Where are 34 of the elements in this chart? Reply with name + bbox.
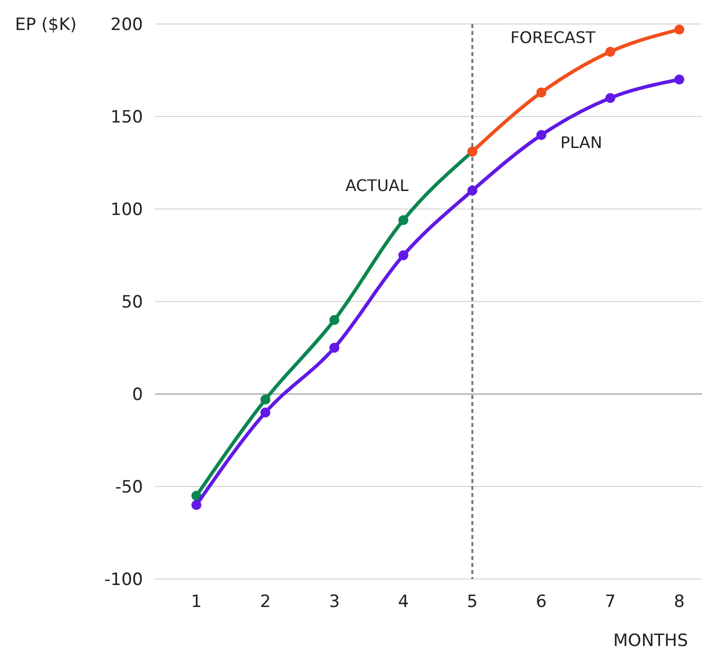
x-tick-label: 2 [260, 592, 271, 612]
point [191, 500, 202, 510]
x-axis-title: MONTHS [613, 631, 688, 650]
point [674, 74, 684, 84]
point [398, 215, 408, 226]
y-tick-label: 150 [110, 107, 143, 128]
y-tick-label: 200 [110, 14, 143, 35]
series-label: FORECAST [510, 28, 596, 47]
point [674, 24, 684, 35]
x-tick-label: 5 [466, 592, 478, 612]
y-tick-label: -50 [115, 477, 143, 498]
point [536, 130, 546, 140]
x-tick-label: 8 [674, 592, 685, 612]
point [329, 315, 340, 325]
x-tick-label: 1 [190, 592, 202, 612]
series-label: PLAN [560, 133, 602, 152]
y-tick-label: -100 [104, 570, 143, 590]
series-label: ACTUAL [345, 176, 409, 196]
point [467, 186, 478, 196]
y-tick-label: 100 [110, 200, 143, 220]
x-tick-label: 7 [604, 592, 616, 612]
x-tick-label: 3 [328, 592, 340, 612]
point [536, 87, 546, 98]
y-tick-label: 50 [121, 292, 143, 312]
point [605, 93, 616, 103]
point [260, 408, 270, 418]
point [260, 394, 270, 405]
point [605, 46, 616, 57]
y-tick-label: 0 [132, 384, 143, 405]
y-axis-title: EP ($K) [15, 15, 77, 35]
x-tick-label: 6 [536, 592, 547, 612]
point [329, 342, 340, 353]
point [398, 250, 408, 260]
x-tick-label: 4 [398, 592, 409, 612]
